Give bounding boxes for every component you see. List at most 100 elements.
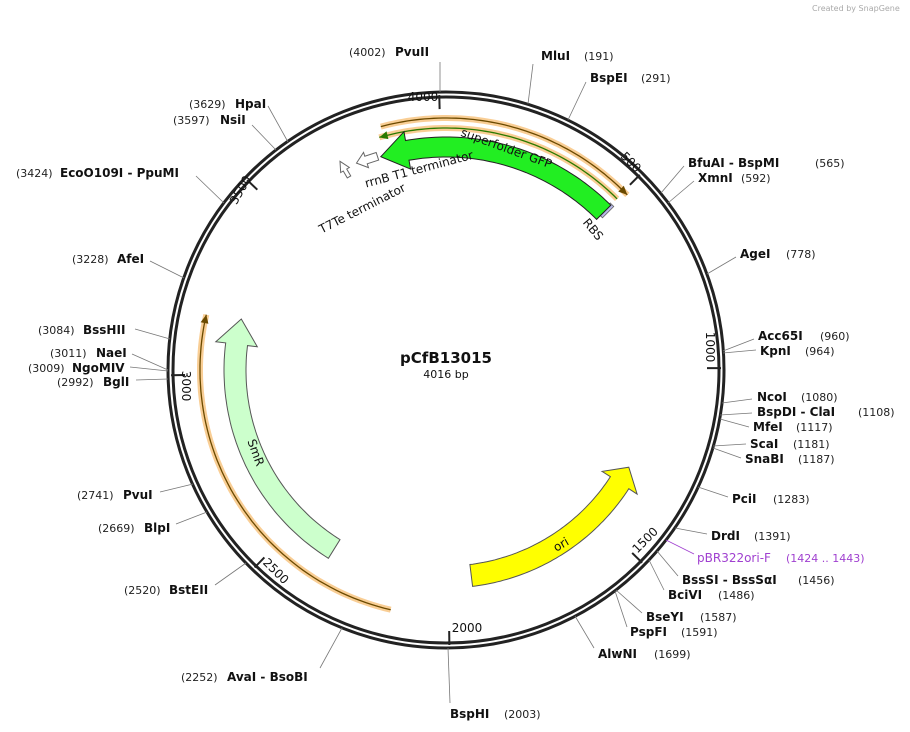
site-name: AvaI - BsoBI xyxy=(227,670,308,684)
ruler-label: 3000 xyxy=(179,371,193,402)
site-leader xyxy=(159,483,194,493)
site-name: AlwNI xyxy=(598,647,637,661)
feature-label: ori xyxy=(551,535,572,555)
smr-primer xyxy=(199,314,391,611)
ruler-tick xyxy=(246,179,258,191)
site-leader xyxy=(719,418,750,428)
credit: Created by SnapGene xyxy=(812,4,900,13)
ruler-label: 3500 xyxy=(227,173,254,206)
site-leader xyxy=(214,562,247,586)
site-position: (3629) xyxy=(189,98,226,111)
site-position: (2520) xyxy=(124,584,161,597)
site-leader xyxy=(722,349,757,354)
primer-name: pBR322ori-F xyxy=(697,551,771,565)
site-position: (1456) xyxy=(798,574,835,587)
site-leader xyxy=(527,63,534,105)
ruler-label: 4000 xyxy=(408,90,439,104)
t7te-terminator xyxy=(339,160,352,179)
site-leader xyxy=(648,559,665,591)
site-leader xyxy=(674,527,708,535)
site-name: NsiI xyxy=(220,113,246,127)
site-name: SnaBI xyxy=(745,452,784,466)
site-leader xyxy=(706,256,737,275)
site-leader xyxy=(656,550,679,577)
site-position: (3597) xyxy=(173,114,210,127)
site-name: AfeI xyxy=(117,252,144,266)
site-position: (2669) xyxy=(98,522,135,535)
site-name: BciVI xyxy=(668,588,702,602)
site-leader xyxy=(175,511,208,525)
site-position: (1117) xyxy=(796,421,833,434)
site-position: (592) xyxy=(741,172,771,185)
site-leader xyxy=(574,615,595,649)
site-name: BfuAI - BspMI xyxy=(688,156,779,170)
site-position: (1181) xyxy=(793,438,830,451)
feature-label: RBS xyxy=(580,216,606,243)
site-leader xyxy=(251,124,277,151)
site-leader xyxy=(722,338,755,352)
site-position: (1187) xyxy=(798,453,835,466)
site-position: (191) xyxy=(584,50,614,63)
site-leader xyxy=(134,328,171,340)
site-position: (3011) xyxy=(50,347,87,360)
gfp-strand xyxy=(379,127,618,200)
smr xyxy=(214,318,341,559)
site-leader xyxy=(567,81,587,121)
site-position: (2992) xyxy=(57,376,94,389)
site-position: (964) xyxy=(805,345,835,358)
backbone-inner xyxy=(171,95,721,645)
site-name: NaeI xyxy=(96,346,127,360)
site-name: PspFI xyxy=(630,625,667,639)
site-name: ScaI xyxy=(750,437,778,451)
site-name: PvuI xyxy=(123,488,153,502)
site-name: KpnI xyxy=(760,344,791,358)
site-leader xyxy=(149,260,185,279)
site-position: (291) xyxy=(641,72,671,85)
site-position: (1391) xyxy=(754,530,791,543)
gfp-primer xyxy=(380,117,628,196)
site-leader xyxy=(267,105,289,143)
site-position: (2003) xyxy=(504,708,541,721)
site-position: (2741) xyxy=(77,489,114,502)
ruler-tick xyxy=(253,556,266,569)
site-leader xyxy=(319,627,343,669)
site-name: BssSI - BssSαI xyxy=(682,573,777,587)
smr-primer-head xyxy=(200,314,209,324)
site-leader xyxy=(721,398,753,404)
gfp-strand-head xyxy=(379,131,389,140)
primer-leader xyxy=(665,539,695,555)
site-position: (4002) xyxy=(349,46,386,59)
plasmid-name: pCfB13015 xyxy=(400,349,492,367)
site-name: Acc65I xyxy=(758,329,803,343)
ori xyxy=(469,466,638,587)
site-position: (778) xyxy=(786,248,816,261)
site-name: BseYI xyxy=(646,610,684,624)
site-position: (1587) xyxy=(700,611,737,624)
site-name: AgeI xyxy=(740,247,770,261)
site-position: (3228) xyxy=(72,253,109,266)
site-leader xyxy=(667,180,695,204)
site-leader xyxy=(719,412,753,416)
site-position: (3009) xyxy=(28,362,65,375)
site-name: DrdI xyxy=(711,529,740,543)
site-leader xyxy=(131,353,169,371)
site-name: BspHI xyxy=(450,707,489,721)
site-leader xyxy=(660,165,685,194)
ruler-tick xyxy=(629,174,641,186)
site-name: BstEII xyxy=(169,583,208,597)
ruler-tick xyxy=(631,552,643,564)
site-name: HpaI xyxy=(235,97,266,111)
primer-range: (1424 .. 1443) xyxy=(786,552,865,565)
gfp xyxy=(379,130,612,221)
site-position: (960) xyxy=(820,330,850,343)
site-leader xyxy=(615,589,643,614)
site-name: NgoMIV xyxy=(72,361,125,375)
site-name: XmnI xyxy=(698,171,733,185)
site-leader xyxy=(697,486,729,498)
gfp-primer-head xyxy=(618,185,628,195)
rrnb-terminator xyxy=(355,151,380,169)
site-name: PvuII xyxy=(395,45,429,59)
site-name: BssHII xyxy=(83,323,125,337)
site-name: EcoO109I - PpuMI xyxy=(60,166,179,180)
